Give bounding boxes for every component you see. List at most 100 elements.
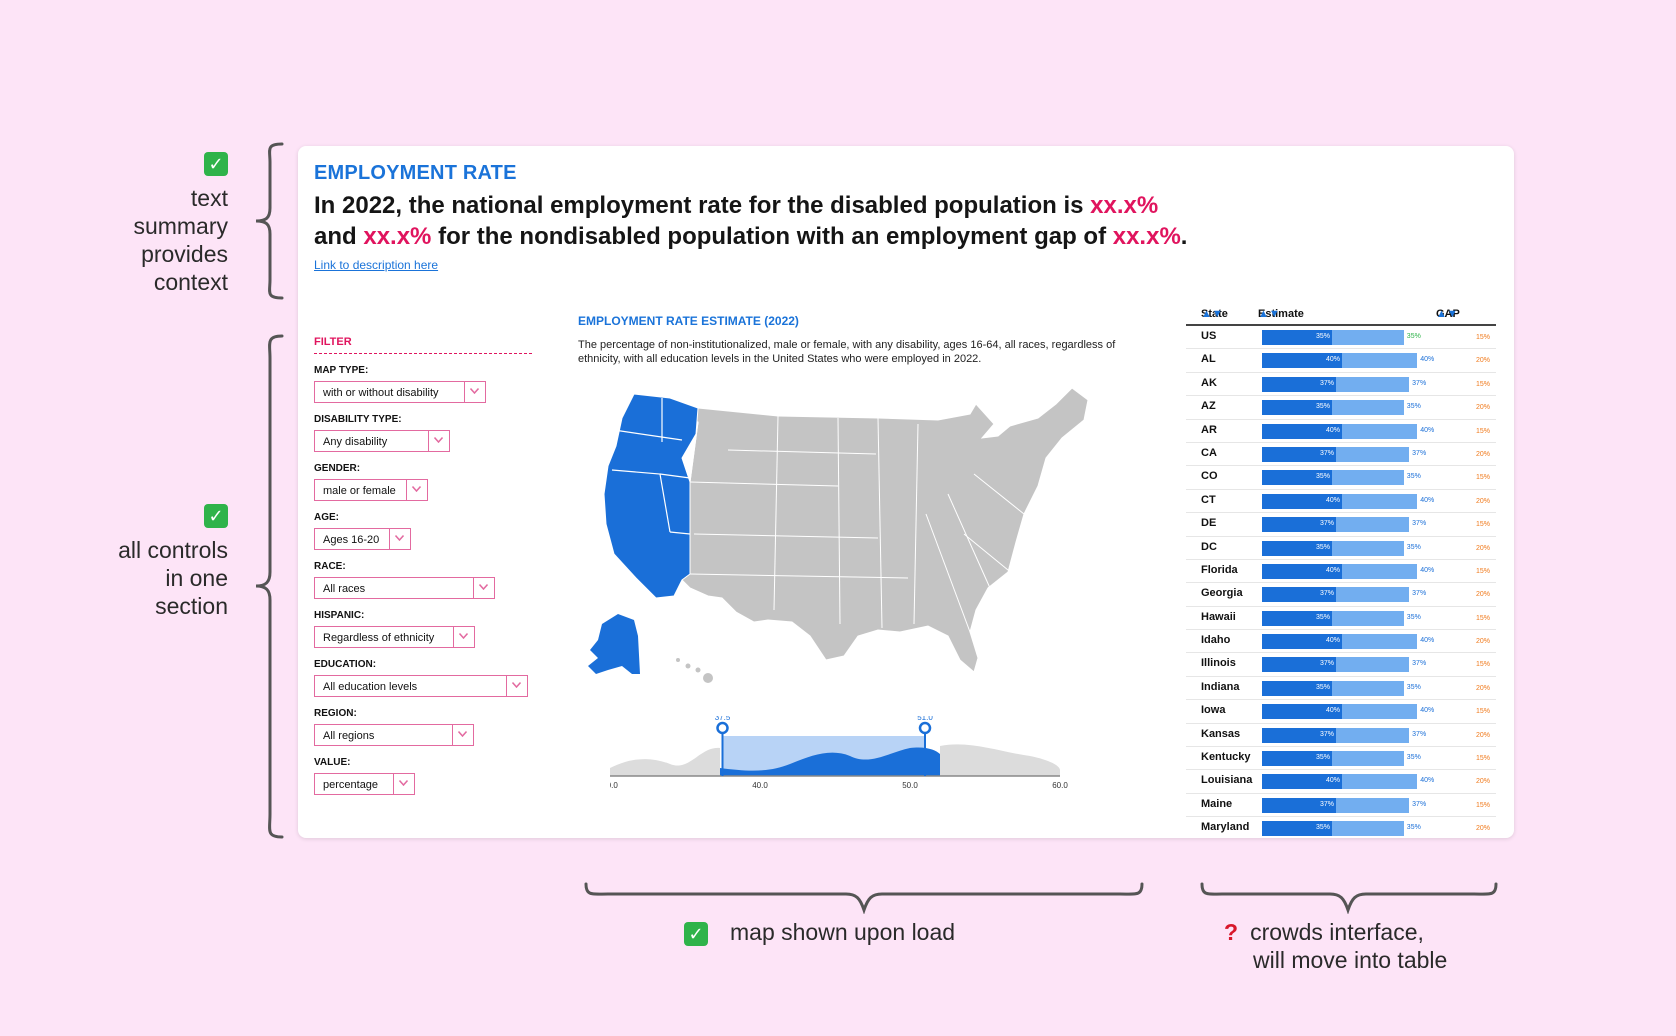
question-icon: ? (1224, 919, 1239, 945)
table-row[interactable]: US 35% 35% 15% (1186, 326, 1496, 350)
distribution-curve (610, 744, 1060, 776)
gap-value: 20% (1476, 731, 1491, 739)
age-select[interactable]: Ages 16-20 (314, 528, 411, 550)
state-name: AL (1201, 353, 1216, 366)
label-nondisabled: 40% (1420, 707, 1435, 715)
table-row[interactable]: Kansas 37% 37% 20% (1186, 724, 1496, 748)
sort-icon: ▲▼ (1258, 308, 1280, 320)
table-row[interactable]: Louisiana 40% 40% 20% (1186, 770, 1496, 794)
slider-handle-low[interactable]: 37.5 (715, 716, 731, 776)
table-row[interactable]: CA 37% 37% 20% (1186, 443, 1496, 467)
disability-type-select[interactable]: Any disability (314, 430, 450, 452)
filter-panel: FILTER MAP TYPE: with or without disabil… (314, 336, 532, 795)
value-select[interactable]: percentage (314, 773, 415, 795)
section-eyebrow: EMPLOYMENT RATE (314, 162, 517, 184)
bar-nondisabled (1342, 563, 1418, 579)
state-name: Idaho (1201, 634, 1231, 647)
annotation-map-load: ✓ map shown upon load (684, 918, 955, 946)
label-disabled: 35% (1316, 473, 1331, 481)
select-value: Regardless of ethnicity (323, 632, 435, 644)
label-nondisabled: 37% (1412, 449, 1427, 457)
region-select[interactable]: All regions (314, 724, 474, 746)
bar-nondisabled (1336, 517, 1410, 533)
label-disabled: 35% (1316, 754, 1331, 762)
headline-text: In 2022, the national employment rate fo… (314, 192, 1091, 219)
label-disabled: 35% (1316, 403, 1331, 411)
hawaii-shape[interactable] (676, 658, 713, 683)
gap-value: 20% (1476, 684, 1491, 692)
table-row[interactable]: AK 37% 37% 15% (1186, 373, 1496, 397)
label-nondisabled: 35% (1406, 754, 1421, 762)
table-row[interactable]: Kentucky 35% 35% 15% (1186, 747, 1496, 771)
slider-handle-high[interactable]: 51.0 (917, 716, 933, 776)
bar-disabled (1262, 797, 1336, 813)
table-row[interactable]: CT 40% 40% 20% (1186, 490, 1496, 514)
table-row[interactable]: CO 35% 35% 15% (1186, 466, 1496, 490)
table-row[interactable]: AL 40% 40% 20% (1186, 349, 1496, 373)
hispanic-select[interactable]: Regardless of ethnicity (314, 626, 475, 648)
map-description: The percentage of non-institutionalized,… (578, 339, 1116, 365)
table-row[interactable]: Idaho 40% 40% 20% (1186, 630, 1496, 654)
label-nondisabled: 35% (1406, 403, 1421, 411)
label-disabled: 37% (1320, 449, 1335, 457)
slider-tick-label: 30.0 (610, 781, 618, 790)
gender-select[interactable]: male or female (314, 479, 428, 501)
table-row[interactable]: DE 37% 37% 15% (1186, 513, 1496, 537)
table-row[interactable]: Maryland 35% 35% 20% (1186, 817, 1496, 838)
table-row[interactable]: AR 40% 40% 15% (1186, 420, 1496, 443)
education-select[interactable]: All education levels (314, 675, 528, 697)
label-nondisabled: 37% (1412, 800, 1427, 808)
map-title: EMPLOYMENT RATE ESTIMATE (2022) (578, 314, 799, 328)
range-slider[interactable]: 37.5 51.0 30.0 40.0 50.0 60.0 (610, 716, 1070, 796)
alaska-shape[interactable] (588, 614, 640, 674)
bar-nondisabled (1342, 423, 1418, 439)
description-link[interactable]: Link to description here (314, 258, 439, 272)
state-name: Louisiana (1201, 774, 1253, 787)
select-value: percentage (323, 779, 379, 791)
table-row[interactable]: Illinois 37% 37% 15% (1186, 653, 1496, 677)
western-states-highlight[interactable] (603, 393, 699, 599)
brace-icon (1200, 882, 1498, 914)
state-name: Iowa (1201, 704, 1226, 717)
table-row[interactable]: Florida 40% 40% 15% (1186, 560, 1496, 584)
table-row[interactable]: AZ 35% 35% 20% (1186, 396, 1496, 420)
brace-icon (255, 334, 284, 839)
bar-disabled (1262, 704, 1342, 720)
label-disabled: 37% (1320, 379, 1335, 387)
label-nondisabled: 35% (1406, 333, 1421, 340)
table-body: US 35% 35% 15% AL 40% 40% 20% AK 37% 37% 15% AZ 35% 35… (1186, 326, 1496, 838)
table-row[interactable]: Iowa 40% 40% 15% (1186, 700, 1496, 724)
us-map[interactable] (578, 374, 1138, 704)
bar-nondisabled (1336, 587, 1410, 603)
table-row[interactable]: DC 35% 35% 20% (1186, 537, 1496, 560)
gap-value: 15% (1476, 708, 1491, 716)
label-disabled: 37% (1320, 520, 1335, 528)
table-header: State ▲▼ Estimate ▲▼ GAP ▲▼ (1186, 304, 1496, 326)
race-select[interactable]: All races (314, 577, 495, 599)
gap-value: 15% (1476, 614, 1491, 622)
summary-headline: In 2022, the national employment rate fo… (314, 190, 1214, 252)
chevron-down-icon (512, 682, 521, 688)
headline-text: . (1180, 223, 1188, 250)
annotation-line: summary (133, 213, 228, 239)
bar-nondisabled (1332, 821, 1404, 837)
state-name: Illinois (1201, 657, 1236, 670)
table-row[interactable]: Hawaii 35% 35% 15% (1186, 607, 1496, 631)
label-disabled: 35% (1316, 543, 1331, 551)
annotation-line: all controls (118, 537, 228, 563)
label-nondisabled: 37% (1412, 730, 1427, 738)
label-nondisabled: 40% (1420, 777, 1435, 785)
map-type-select[interactable]: with or without disability (314, 381, 486, 403)
table-row[interactable]: Indiana 35% 35% 20% (1186, 677, 1496, 701)
label-nondisabled: 35% (1406, 613, 1421, 621)
bar-disabled (1262, 657, 1336, 673)
sort-icon: ▲▼ (1201, 308, 1223, 320)
gap-value: 15% (1476, 474, 1491, 482)
table-row[interactable]: Georgia 37% 37% 20% (1186, 583, 1496, 607)
slider-tick-label: 50.0 (902, 781, 918, 790)
table-row[interactable]: Maine 37% 37% 15% (1186, 794, 1496, 818)
bar-nondisabled (1332, 610, 1404, 626)
dashboard-card: EMPLOYMENT RATE In 2022, the national em… (298, 146, 1514, 838)
slider-tick-label: 60.0 (1052, 781, 1068, 790)
select-value: with or without disability (323, 387, 439, 399)
